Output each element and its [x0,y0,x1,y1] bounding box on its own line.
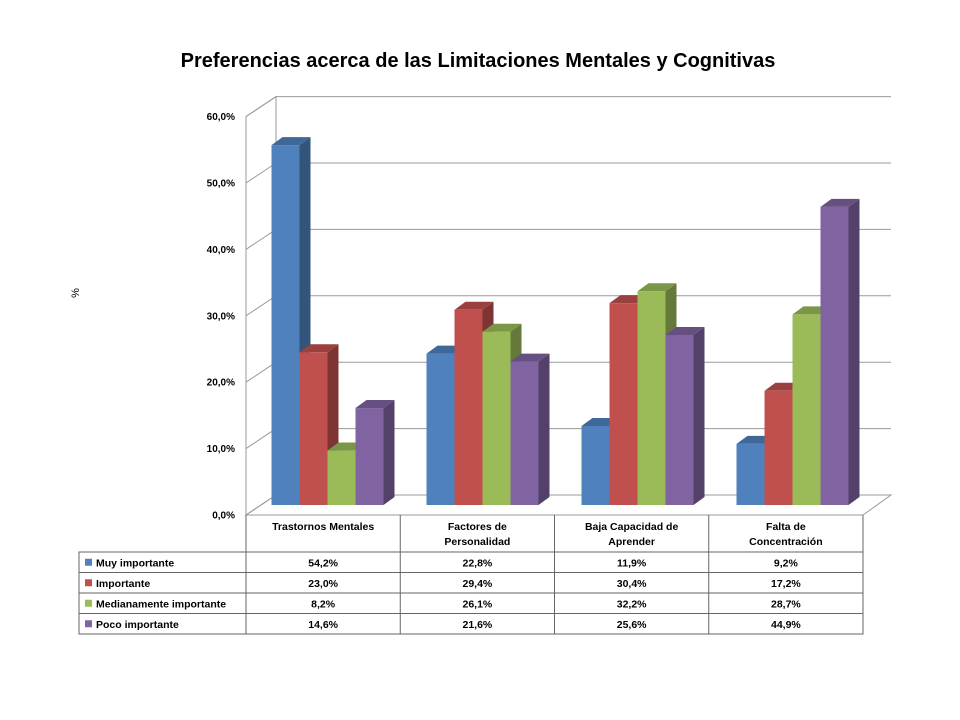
bar [665,327,705,505]
legend-swatch [85,599,92,607]
bar-face [482,331,511,505]
y-tick-label: 0,0% [212,511,235,522]
data-label: 17,2% [771,578,801,590]
chart-title: Preferencias acerca de las Limitaciones … [181,50,776,72]
y-tick-label: 20,0% [207,378,235,389]
legend-swatch [85,558,92,566]
bar-top [454,301,494,310]
bar-top [482,323,522,332]
gridline-depth [245,228,277,250]
bar-face [271,145,300,505]
data-label: 44,9% [771,619,801,631]
bar-top [665,327,705,336]
bar-top [299,344,339,353]
data-table: Trastornos Mentales Factores de Personalid… [78,515,864,635]
bar-face [665,335,694,505]
data-label: 29,4% [462,578,492,590]
data-label: 32,2% [617,598,647,610]
data-label: 14,6% [308,619,338,631]
gridline-depth [245,428,277,450]
bar-face [764,390,793,505]
bar-face [792,314,821,505]
y-tick-label: 40,0% [207,245,235,256]
y-tick-label: 60,0% [207,112,235,123]
bar-face [426,353,455,505]
bar-face [454,309,483,505]
x-tick-label: Personalidad [444,536,510,548]
bar [271,137,311,505]
bar-face [299,352,328,505]
data-label: 30,4% [617,578,647,590]
y-axis-label: % [70,288,82,298]
x-tick-label: Concentración [749,536,823,548]
legend-swatch [85,579,92,587]
bar-face [637,291,666,505]
legend-label: Importante [96,578,150,590]
bar-side [848,198,860,505]
bar-face [736,443,765,505]
bar-side [693,327,705,505]
bar-top [271,137,311,146]
legend-label: Muy importante [96,557,174,569]
bar-top [637,283,677,292]
gridline-depth [245,361,277,383]
gridline-depth [245,494,277,516]
data-label: 9,2% [774,557,799,569]
bar [510,353,550,505]
legend-label: Medianamente importante [96,598,226,610]
y-tick-labels: 0,0% 10,0% 20,0% 30,0% 40,0% 50,0% 60,0% [207,112,235,521]
bar-face [820,206,849,505]
bar-side [383,400,395,505]
bars [271,137,860,505]
data-label: 11,9% [617,557,647,569]
bar-face [327,450,356,505]
bar-top [510,353,550,362]
x-tick-label: Factores de [448,521,507,533]
x-tick-label: Aprender [608,536,655,548]
data-label: 21,6% [462,619,492,631]
bar-top [355,400,395,409]
legend-label: Poco importante [96,619,179,631]
x-tick-label: Baja Capacidad de [585,521,679,533]
data-label: 22,8% [462,557,492,569]
legend-swatch [85,620,92,628]
bar-face [609,303,638,505]
data-label: 8,2% [311,598,336,610]
bar [355,400,395,505]
data-label: 25,6% [617,619,647,631]
y-tick-label: 50,0% [207,179,235,190]
x-tick-label: Falta de [766,521,806,533]
data-label: 54,2% [308,557,338,569]
bar-face [510,361,539,505]
data-label: 26,1% [462,598,492,610]
y-tick-label: 10,0% [207,444,235,455]
bar-face [355,408,384,505]
gridline-depth [245,162,277,184]
bar [820,198,860,505]
bar-side [538,353,550,505]
gridline-depth [245,96,277,118]
data-label: 28,7% [771,598,801,610]
y-tick-label: 30,0% [207,311,235,322]
gridline-depth [245,295,277,317]
bar-top [820,198,860,207]
bar-face [581,425,610,505]
x-tick-label: Trastornos Mentales [272,521,374,533]
data-label: 23,0% [308,578,338,590]
